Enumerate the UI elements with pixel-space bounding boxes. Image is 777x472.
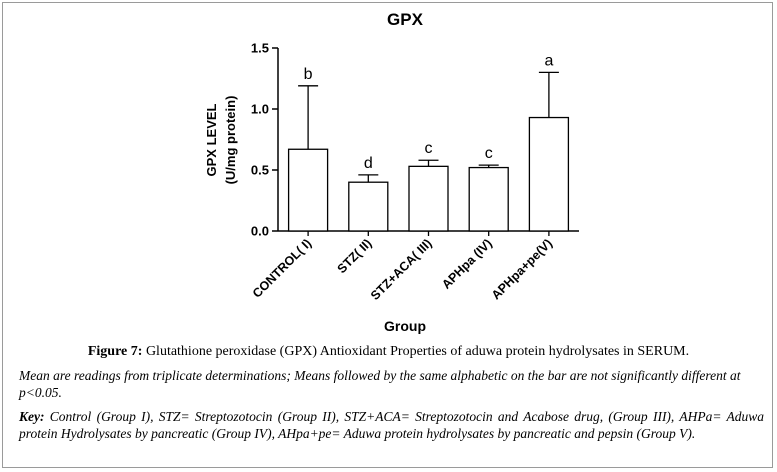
bars [287,116,570,232]
figure-key: Key: Control (Group I), STZ= Streptozoto… [19,408,764,442]
bar [468,166,509,232]
y-tick-label: 0.0 [251,224,269,239]
x-tick-label: CONTROL( I) [250,236,314,300]
bar [287,148,329,232]
significance-letter: b [304,66,313,83]
error-bars [298,71,559,183]
significance-letter: d [364,155,373,172]
y-tick-label: 1.5 [251,41,269,56]
y-ticks: 0.0 0.5 1.0 1.5 [251,41,278,239]
figure-caption-label: Figure 7: [87,344,143,359]
significance-letters: b d c c a [304,52,554,171]
figure-note: Mean are readings from triplicate determ… [19,368,741,400]
figure-caption-text: Glutathione peroxidase (GPX) Antioxidant… [142,344,690,359]
figure-caption: Figure 7: Glutathione peroxidase (GPX) A… [0,344,777,360]
significance-letter: c [485,145,493,162]
significance-letter: c [425,140,433,157]
significance-letter: a [544,52,553,69]
figure-key-label: Key: [19,409,45,424]
x-tick-label: APHpa (IV) [439,236,495,292]
bar [408,165,449,232]
chart-title: GPX [387,10,424,29]
figure-key-text: Control (Group I), STZ= Streptozotocin (… [19,409,764,441]
x-tick-label: STZ+ACA( III) [368,236,435,303]
bar [528,116,570,232]
x-axis-label: Group [384,318,426,334]
gpx-bar-chart: GPX GPX LEVEL (U/mg protein) 0.0 0.5 1.0 1.… [204,10,579,334]
y-axis-label-line2: (U/mg protein) [223,96,238,185]
x-tick-labels: CONTROL( I) STZ( II)STZ+ACA( III) APHpa (I… [250,231,555,303]
x-tick-label: APHpa+pe(V) [489,236,555,302]
y-tick-label: 1.0 [251,102,269,117]
y-axis-label: GPX LEVEL (U/mg protein) [204,96,238,185]
y-axis-label-line1: GPX LEVEL [204,103,219,176]
y-tick-label: 0.5 [251,163,269,178]
figure-frame [2,2,773,468]
x-tick-label: STZ( II) [335,236,375,276]
bar [348,181,389,232]
